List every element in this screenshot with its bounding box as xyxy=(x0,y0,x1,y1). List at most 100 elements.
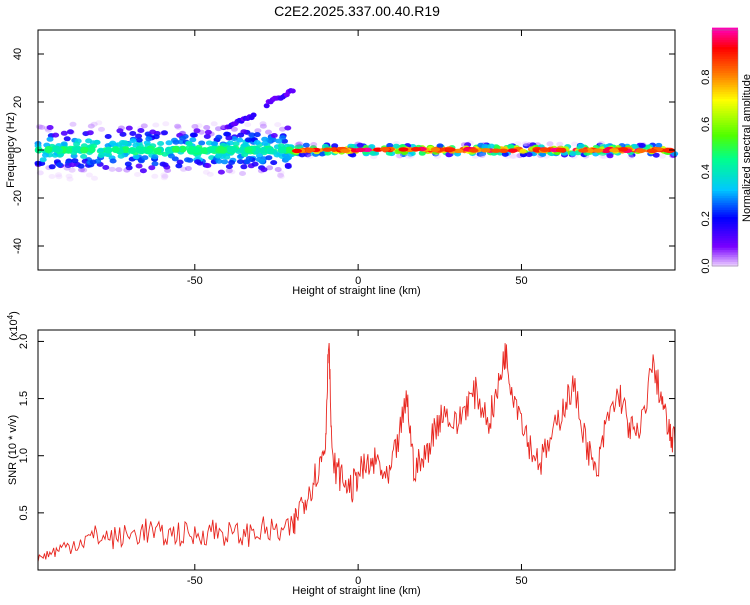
spectrogram-cell xyxy=(318,151,326,157)
spectrogram-cell xyxy=(87,146,96,154)
colorbar-swatch xyxy=(712,84,738,88)
spectrogram-cell xyxy=(411,147,421,152)
spectrogram-cell xyxy=(184,166,192,171)
spectrogram-cell xyxy=(177,139,185,145)
spectrogram-cell xyxy=(132,154,140,160)
colorbar-swatch xyxy=(712,44,738,48)
spectrogram-cell xyxy=(217,169,225,175)
spectrogram-cell xyxy=(211,141,219,147)
spectrogram-cell xyxy=(60,130,68,136)
x-tick-label: 0 xyxy=(355,275,361,287)
spectrogram-cell xyxy=(522,143,530,149)
colorbar-swatch xyxy=(712,251,738,255)
spectrogram-cell xyxy=(479,151,487,157)
spectrogram-cell xyxy=(258,158,266,164)
spectrogram-cell xyxy=(221,159,229,165)
spectrogram-cell xyxy=(151,173,159,179)
spectrogram-cell xyxy=(73,141,81,147)
spectrogram-cell xyxy=(523,141,531,147)
colorbar-swatch xyxy=(712,254,738,258)
colorbar-swatch xyxy=(712,58,738,62)
spectrogram-cell xyxy=(578,148,589,153)
colorbar-swatch xyxy=(712,181,738,184)
spectrogram-cell xyxy=(71,146,80,154)
spectrogram-cell xyxy=(174,123,182,129)
spectrogram-cell xyxy=(134,172,141,177)
spectrogram-cell xyxy=(284,155,291,161)
spectrogram-cell xyxy=(277,174,285,180)
colorbar-swatch xyxy=(712,48,738,52)
colorbar-swatch xyxy=(712,228,738,232)
spectrogram-cell xyxy=(279,126,286,132)
colorbar-swatch xyxy=(712,133,738,137)
colorbar-swatch xyxy=(712,199,738,203)
spectrogram-cell xyxy=(593,148,604,153)
spectrogram-cell xyxy=(525,152,533,158)
spectrogram-cell xyxy=(223,131,231,137)
spectrogram-cell xyxy=(277,172,284,178)
colorbar-swatch xyxy=(712,110,738,114)
spectrogram-cell xyxy=(379,147,390,152)
spectrogram-cell xyxy=(128,147,137,154)
colorbar-swatch xyxy=(712,221,738,225)
spectrogram-cell xyxy=(185,141,193,147)
colorbar-swatch xyxy=(712,190,738,194)
spectrogram-cell xyxy=(203,125,211,130)
spectrogram-cell xyxy=(270,133,278,138)
x-tick-label: -50 xyxy=(187,575,203,587)
spectrogram-cell xyxy=(236,137,244,143)
spectrogram-trace xyxy=(289,88,296,94)
spectrogram-cell xyxy=(556,141,564,147)
spectrogram-cell xyxy=(87,123,95,129)
colorbar-swatch xyxy=(712,204,738,208)
spectrogram-cell xyxy=(369,150,377,156)
colorbar-swatch xyxy=(712,119,738,123)
spectrogram-cell xyxy=(65,173,73,179)
colorbar-swatch xyxy=(712,211,738,215)
colorbar-tick-label: 0.8 xyxy=(700,70,712,85)
spectrogram-cell xyxy=(392,143,400,149)
colorbar-swatch xyxy=(712,60,738,64)
colorbar-tick-label: 0.2 xyxy=(700,211,712,226)
colorbar-swatch xyxy=(712,32,738,36)
spectrogram-cell xyxy=(97,147,105,153)
spectrogram-cell xyxy=(606,153,614,159)
spectrogram-cell xyxy=(200,147,209,155)
spectrogram-cell xyxy=(330,147,338,152)
spectrogram-cell xyxy=(331,143,339,149)
spectrogram-cell xyxy=(121,146,130,154)
spectrogram-cell xyxy=(179,130,187,136)
spectrogram-cell xyxy=(119,131,127,137)
spectrogram-cell xyxy=(519,148,527,154)
colorbar-swatch xyxy=(712,162,738,166)
colorbar-swatch xyxy=(712,98,738,102)
spectrogram-cell xyxy=(36,170,44,176)
spectrogram-cell xyxy=(430,147,441,152)
spectrogram-cell xyxy=(261,136,269,142)
spectrogram-cell xyxy=(95,120,103,126)
spectrogram-cell xyxy=(491,148,501,153)
y-tick-label: 40 xyxy=(12,48,24,60)
spectrogram-cell xyxy=(167,153,175,159)
colorbar-swatch xyxy=(712,164,738,168)
spectrogram-cell xyxy=(93,139,101,145)
spectrogram-cell xyxy=(124,161,132,167)
spectrogram-cell xyxy=(91,175,98,181)
spectrogram-cell xyxy=(635,148,646,153)
spectrogram-cell xyxy=(386,143,394,148)
colorbar-swatch xyxy=(712,39,738,43)
spectrogram-cell xyxy=(480,148,491,153)
spectrogram-cell xyxy=(597,140,605,146)
colorbar-swatch xyxy=(712,249,738,253)
spectrogram-cell xyxy=(64,162,71,168)
colorbar-swatch xyxy=(712,258,738,262)
spectrogram-cell xyxy=(193,128,201,134)
colorbar-swatch xyxy=(712,240,738,243)
spectrogram-cell xyxy=(508,153,516,159)
spectrogram-cell xyxy=(60,141,68,147)
spectrogram-cell xyxy=(86,130,94,136)
x-axis-label: Height of straight line (km) xyxy=(292,285,420,297)
spectrogram-cell xyxy=(230,136,238,142)
spectrogram-cell xyxy=(253,140,261,145)
colorbar-swatch xyxy=(712,55,738,59)
